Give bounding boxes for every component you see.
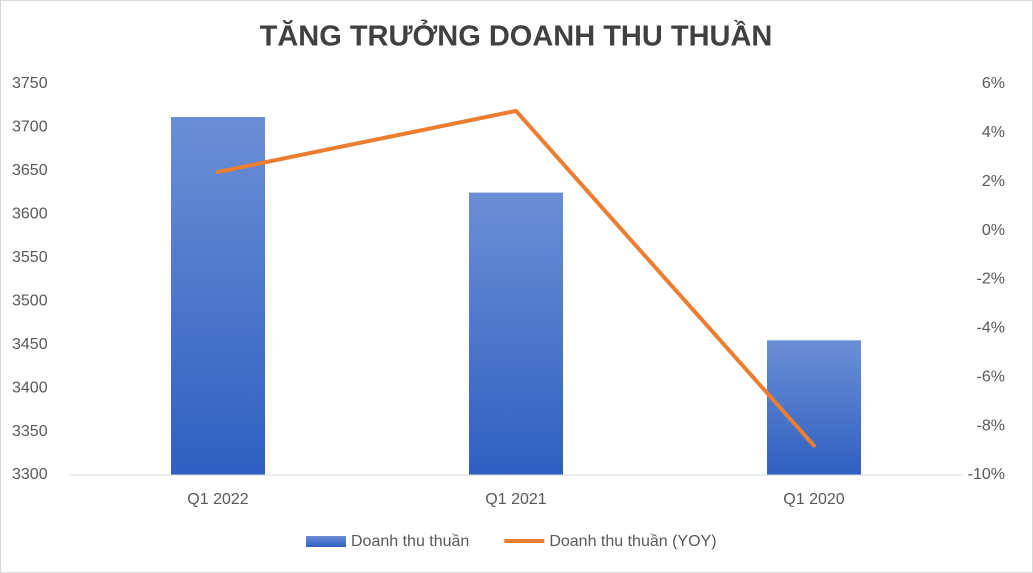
y2-tick-label: 2% (982, 173, 1005, 190)
legend-label: Doanh thu thuần (351, 533, 469, 550)
line-series (216, 108, 816, 448)
legend-marker (306, 536, 346, 547)
y2-tick-label: 4% (982, 124, 1005, 141)
y-tick-label: 3350 (12, 423, 48, 440)
chart-title: TĂNG TRƯỞNG DOANH THU THUẦN (260, 19, 773, 53)
y2-tick-label: -4% (977, 320, 1005, 337)
y-tick-label: 3400 (12, 379, 48, 396)
y-tick-label: 3300 (12, 466, 48, 483)
legend-label: Doanh thu thuần (YOY) (549, 533, 716, 550)
bar (171, 117, 265, 476)
y-tick-label: 3750 (12, 75, 48, 92)
legend: Doanh thu thuần Doanh thu thuần (YOY) (306, 533, 717, 550)
y2-tick-label: 0% (982, 222, 1005, 239)
y2-tick-label: -10% (968, 466, 1005, 483)
x-tick-label: Q1 2021 (485, 491, 546, 508)
y-tick-label: 3600 (12, 206, 48, 223)
bar (469, 192, 563, 475)
y2-tick-label: -6% (977, 368, 1005, 385)
y-tick-label: 3500 (12, 292, 48, 309)
y-tick-label: 3450 (12, 336, 48, 353)
y2-tick-label: -8% (977, 417, 1005, 434)
y-tick-label: 3700 (12, 119, 48, 136)
y-tick-label: 3650 (12, 162, 48, 179)
y2-tick-label: -2% (977, 271, 1005, 288)
x-tick-label: Q1 2022 (187, 491, 248, 508)
y-tick-label: 3550 (12, 249, 48, 266)
y2-tick-label: 6% (982, 75, 1005, 92)
x-tick-label: Q1 2020 (783, 491, 844, 508)
